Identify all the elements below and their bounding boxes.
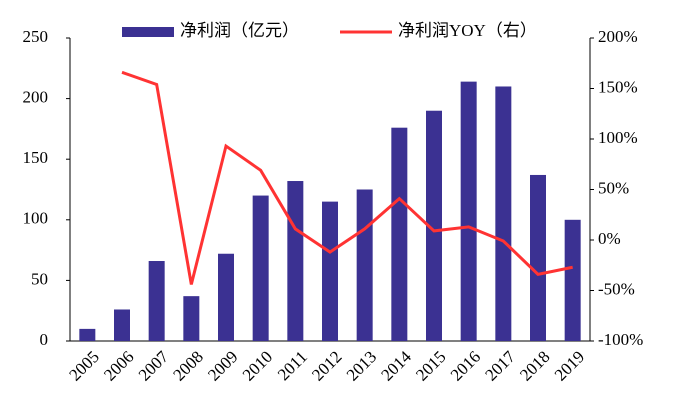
bar: [460, 81, 477, 341]
x-tick-label: 2007: [135, 347, 173, 385]
legend-swatch: [122, 27, 174, 37]
y-tick-label: 50: [31, 269, 48, 288]
bar: [530, 174, 546, 341]
y-tick-label: 0: [40, 330, 49, 349]
y2-tick-label: -50%: [598, 279, 635, 298]
bar: [148, 261, 165, 341]
bar: [356, 189, 373, 341]
x-tick-label: 2018: [516, 347, 553, 384]
x-tick-label: 2015: [412, 347, 449, 384]
x-tick-label: 2009: [204, 347, 241, 384]
x-tick-label: 2005: [65, 347, 102, 384]
y-tick-label: 150: [23, 148, 49, 167]
x-tick-label: 2014: [377, 347, 415, 385]
x-tick-label: 2008: [169, 347, 206, 384]
bar: [79, 328, 96, 341]
x-tick-label: 2017: [481, 347, 519, 385]
x-tick-label: 2012: [308, 347, 345, 384]
y-tick-label: 250: [23, 27, 49, 46]
legend-label: 净利润YOY（右）: [398, 21, 537, 40]
x-tick-label: 2010: [239, 347, 276, 384]
bar: [564, 219, 581, 341]
legend-label: 净利润（亿元）: [180, 21, 299, 40]
bar: [495, 86, 512, 341]
y2-tick-label: -100%: [598, 330, 643, 349]
y-tick-label: 100: [23, 209, 49, 228]
x-tick-label: 2011: [274, 347, 311, 384]
bar: [183, 296, 200, 341]
line: [121, 70, 573, 285]
bar: [391, 127, 408, 341]
bar: [322, 201, 338, 341]
y-tick-label: 200: [23, 88, 49, 107]
x-tick-label: 2019: [551, 347, 588, 384]
bar: [426, 110, 442, 341]
y2-tick-label: 50%: [598, 178, 629, 197]
bar: [287, 181, 304, 341]
bar: [252, 195, 269, 341]
x-tick-label: 2006: [100, 347, 137, 384]
y2-tick-label: 200%: [598, 27, 638, 46]
bar: [218, 253, 234, 341]
bar: [114, 309, 130, 341]
x-tick-label: 2016: [447, 347, 484, 384]
y2-tick-label: 100%: [598, 128, 638, 147]
y2-tick-label: 0%: [598, 229, 621, 248]
x-tick-label: 2013: [343, 347, 380, 384]
y2-tick-label: 150%: [598, 77, 638, 96]
